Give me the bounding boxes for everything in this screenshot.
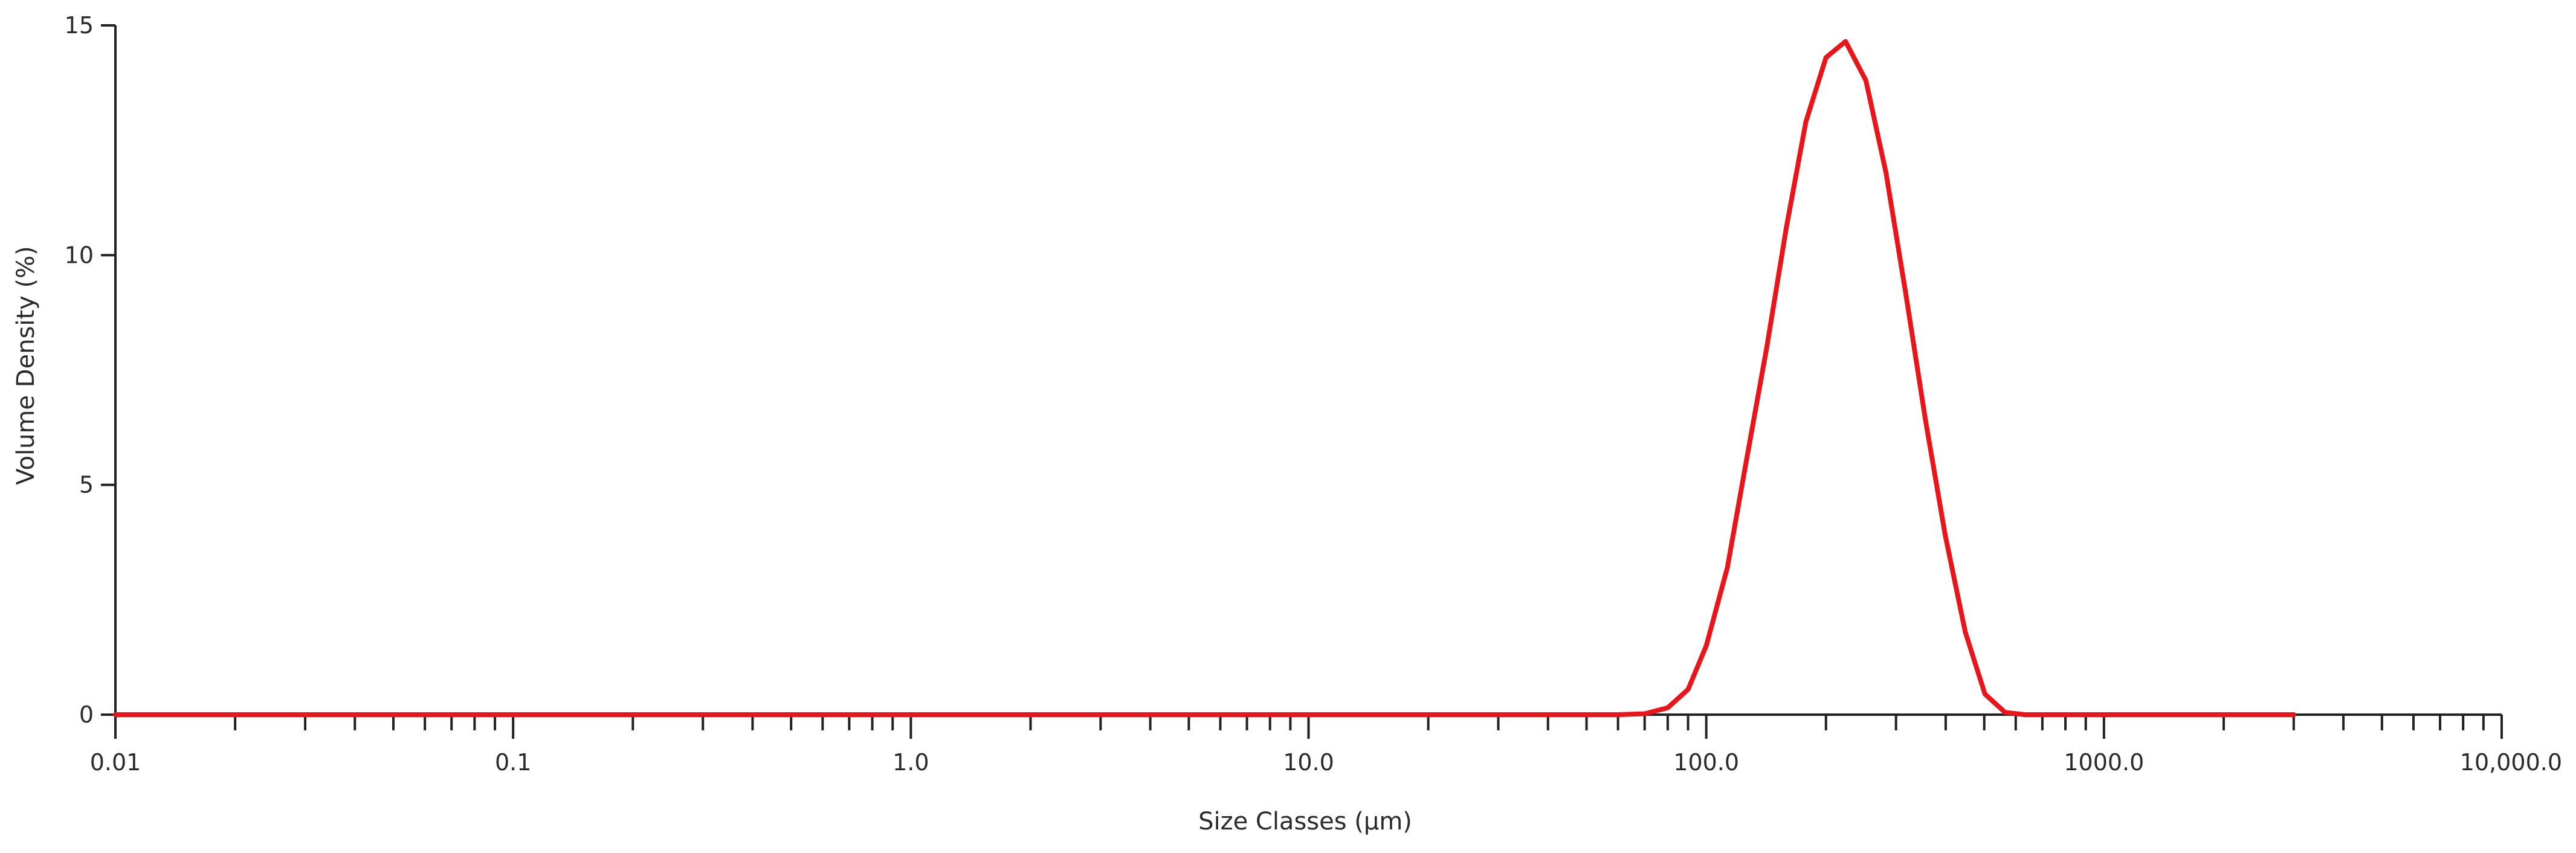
y-axis-title: Volume Density (%) <box>12 246 40 485</box>
x-tick-label: 1000.0 <box>2064 749 2144 776</box>
y-tick-label: 15 <box>65 12 94 39</box>
x-tick-label: 10,000.0 <box>2460 749 2562 776</box>
y-tick-label: 5 <box>79 472 94 498</box>
x-tick-label: 0.01 <box>90 749 141 776</box>
distribution-series-line <box>113 39 2296 717</box>
series-layer <box>113 39 2296 717</box>
x-tick-label: 100.0 <box>1673 749 1739 776</box>
x-tick-label: 1.0 <box>893 749 929 776</box>
axes-layer: 0 5 10 15 0.01 0.1 1.0 10.0 100.0 1000.0 10,000.0 <box>65 12 2562 776</box>
x-tick-label: 0.1 <box>495 749 531 776</box>
minor-ticks-layer <box>234 715 2485 730</box>
x-axis-title: Size Classes (µm) <box>1198 808 1412 835</box>
y-tick-label: 0 <box>79 701 94 728</box>
y-tick-label: 10 <box>65 242 94 268</box>
x-tick-label: 10.0 <box>1283 749 1334 776</box>
